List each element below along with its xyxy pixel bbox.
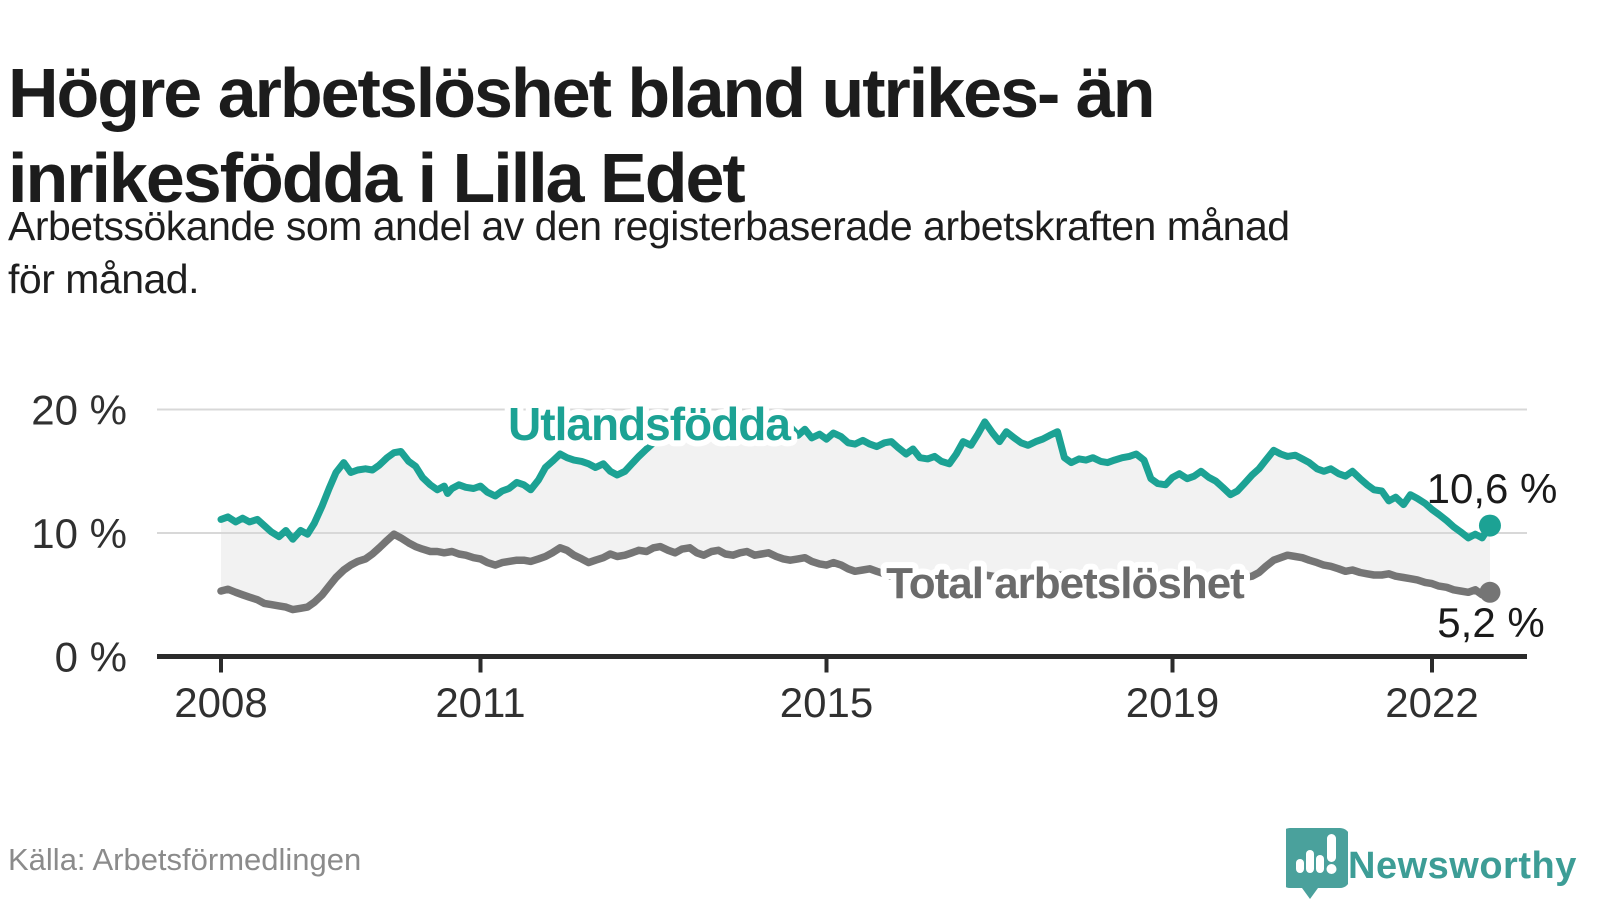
line-utlandsfodda [217,413,1494,543]
chart-subtitle: Arbetssökande som andel av den registerb… [8,200,1568,307]
chart-subtitle-line-2: för månad. [8,256,200,303]
y-axis-label-20: 20 % [31,387,127,434]
logo-bar-3 [1316,855,1324,873]
line-total-arbetsloshet [217,530,1494,614]
y-axis-label-0: 0 % [55,634,127,681]
page-title-line-1: Högre arbetslöshet bland utrikes- än [8,53,1155,132]
series-label-total: Total arbetslöshet [886,559,1245,608]
logo-exclamation-dot [1326,864,1337,874]
unemployment-line-chart: 20 % 10 % 0 % 2008 2011 2015 2019 2022 Utlandsfö… [31,387,1558,727]
end-value-utlandsfodda: 10,6 % [1427,465,1558,512]
x-axis-label-2008: 2008 [174,679,267,726]
brand-name: Newsworthy [1348,845,1577,887]
logo-bar-1 [1296,859,1304,873]
page-title: Högre arbetslöshet bland utrikes- än inr… [8,51,1568,220]
x-axis-label-2011: 2011 [435,679,525,726]
end-value-total: 5,2 % [1437,599,1544,646]
logo-bar-2 [1306,850,1314,873]
newsworthy-logo-icon [1280,828,1350,899]
newsworthy-brand: Newsworthy [1280,826,1596,900]
series-label-utlandsfodda: Utlandsfödda [508,398,791,450]
y-axis-label-10: 10 % [31,510,127,557]
x-axis-label-2019: 2019 [1126,679,1219,726]
x-axis-label-2015: 2015 [780,679,873,726]
endpoint-dot-total [1479,581,1501,603]
x-axis-label-2022: 2022 [1385,679,1478,726]
gap-band-fill [221,416,1490,610]
page-title-line-2: inrikesfödda i Lilla Edet [8,138,746,217]
endpoint-dot-utlandsfodda [1478,514,1501,537]
chart-subtitle-line-1: Arbetssökande som andel av den registerb… [8,203,1290,249]
source-note: Källa: Arbetsförmedlingen [8,842,362,877]
logo-exclamation-bar [1327,834,1336,862]
